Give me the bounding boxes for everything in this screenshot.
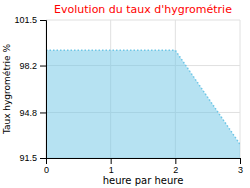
tick-label: 2 — [173, 165, 178, 175]
tick: 3 — [238, 158, 243, 175]
tick-mark — [40, 66, 46, 67]
plot-area: 0 1 2 3 91.5 94.8 98.2 101.5 — [14, 15, 243, 175]
y-axis-title: Taux hygrométrie % — [2, 43, 12, 135]
x-axis: 0 1 2 3 — [44, 158, 243, 175]
tick-label: 1 — [109, 165, 114, 175]
grid — [46, 20, 240, 158]
tick-label: 0 — [44, 165, 49, 175]
tick-label: 101.5 — [14, 15, 37, 25]
grid-line-y — [46, 20, 240, 21]
axis-line — [47, 159, 241, 165]
line — [46, 50, 240, 144]
title: Evolution du taux d'hygrométrie — [54, 3, 232, 16]
y-axis: 91.5 94.8 98.2 101.5 — [14, 15, 46, 163]
tick-mark — [40, 20, 46, 21]
grid-line-x — [240, 20, 241, 158]
tick-mark — [40, 112, 46, 113]
tick: 0 — [44, 158, 49, 175]
tick-label: 98.2 — [19, 61, 37, 71]
chart: 0 1 2 3 91.5 94.8 98.2 101.5 Evolution du taux d… — [0, 0, 250, 188]
tick-mark — [240, 158, 241, 164]
tick: 2 — [173, 158, 178, 175]
area — [46, 50, 240, 158]
tick-label: 91.5 — [19, 153, 37, 163]
axis-line — [40, 21, 47, 159]
tick-label: 94.8 — [19, 108, 37, 118]
tick: 98.2 — [19, 61, 46, 71]
tick: 1 — [109, 158, 114, 175]
tick-mark — [175, 158, 176, 164]
tick-label: 3 — [238, 165, 243, 175]
tick: 94.8 — [19, 108, 46, 118]
marks — [46, 50, 240, 158]
tick-mark — [40, 158, 46, 159]
tick-mark — [111, 158, 112, 164]
x-axis-title: heure par heure — [103, 175, 184, 186]
tick: 101.5 — [14, 15, 46, 25]
tick: 91.5 — [19, 153, 46, 163]
